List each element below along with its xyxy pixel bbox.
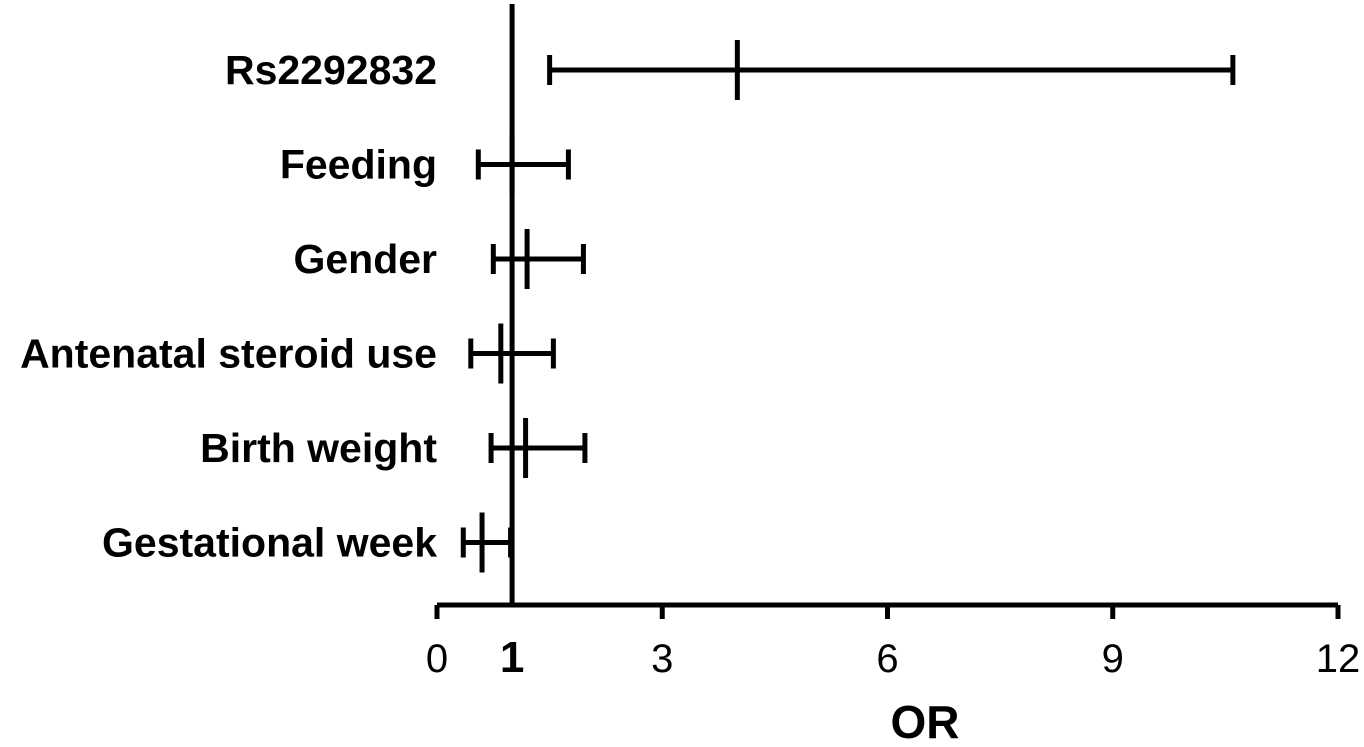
- row-label: Gestational week: [102, 520, 437, 566]
- forest-row: Feeding: [280, 134, 571, 195]
- row-label: Gender: [293, 236, 437, 282]
- x-tick-label: 12: [1316, 637, 1361, 681]
- row-label: Feeding: [280, 142, 437, 188]
- x-axis-ticks: 0 3 6 9 12: [426, 605, 1360, 681]
- forest-row: Gestational week: [102, 512, 514, 573]
- reference-tick-label: 1: [500, 633, 524, 682]
- x-tick-label: 9: [1102, 637, 1124, 681]
- x-axis-title: OR: [891, 696, 960, 747]
- row-label: Birth weight: [200, 425, 437, 471]
- row-label: Rs2292832: [225, 47, 437, 93]
- x-tick-label: 0: [426, 637, 448, 681]
- row-label: Antenatal steroid use: [20, 331, 437, 377]
- x-tick-label: 6: [876, 637, 898, 681]
- forest-row: Gender: [293, 229, 586, 289]
- x-tick-label: 3: [651, 637, 673, 681]
- forest-row: Birth weight: [200, 418, 588, 478]
- forest-rows: Rs2292832 Feeding Gender Antenatal steroid …: [20, 40, 1236, 573]
- forest-row: Antenatal steroid use: [20, 323, 556, 384]
- forest-row: Rs2292832: [225, 40, 1236, 100]
